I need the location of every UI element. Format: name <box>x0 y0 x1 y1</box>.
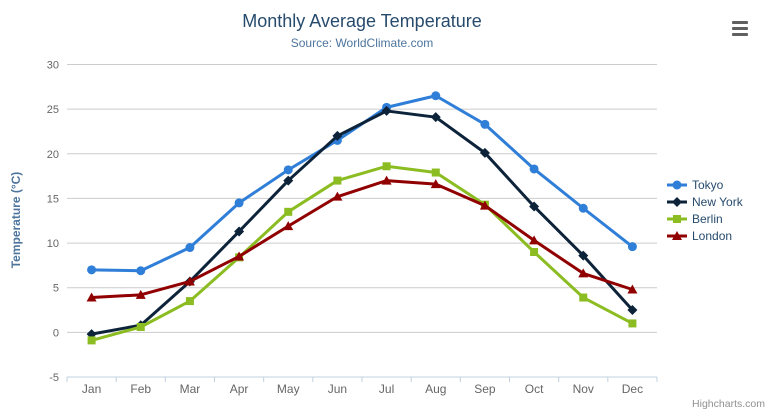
x-axis-label: Mar <box>180 382 201 396</box>
series-line <box>90 109 634 336</box>
legend-marker-icon <box>667 180 687 189</box>
point-marker[interactable] <box>333 176 342 185</box>
legend-marker-icon <box>667 196 687 207</box>
point-marker[interactable] <box>381 175 392 185</box>
legend-item-label: Berlin <box>692 211 723 226</box>
series-london[interactable] <box>86 175 638 302</box>
point-marker[interactable] <box>284 207 293 216</box>
export-menu-button[interactable] <box>731 20 749 37</box>
x-axis-label: Jan <box>82 382 101 396</box>
point-marker[interactable] <box>185 297 194 306</box>
x-axis-label: Dec <box>622 382 643 396</box>
x-axis-label: Sep <box>474 382 496 396</box>
legend: Tokyo New York Berlin London <box>666 176 743 244</box>
y-axis-label: 25 <box>47 104 59 116</box>
point-marker[interactable] <box>332 130 343 141</box>
y-axis-label: 20 <box>47 149 59 161</box>
point-marker[interactable] <box>479 147 490 158</box>
legend-item-new-york[interactable]: New York <box>666 193 743 210</box>
point-marker[interactable] <box>86 292 97 302</box>
point-marker[interactable] <box>627 242 637 252</box>
point-marker[interactable] <box>87 336 96 345</box>
point-marker[interactable] <box>283 165 293 175</box>
legend-item-london[interactable]: London <box>666 227 743 244</box>
series-line <box>90 179 634 300</box>
point-marker[interactable] <box>381 105 392 116</box>
point-marker[interactable] <box>184 276 195 286</box>
point-marker[interactable] <box>431 91 441 101</box>
legend-item-label: London <box>692 228 733 243</box>
series-line <box>90 164 634 342</box>
point-marker[interactable] <box>627 305 638 316</box>
series-tokyo[interactable] <box>87 91 637 276</box>
y-axis-label: -5 <box>49 372 59 384</box>
chart-title: Monthly Average Temperature <box>242 11 482 31</box>
credits-link[interactable]: Highcharts.com <box>692 398 765 410</box>
point-marker[interactable] <box>382 162 391 171</box>
series-new-york[interactable] <box>86 105 638 340</box>
legend-item-label: New York <box>692 194 743 209</box>
x-axis-label: Nov <box>573 382 594 396</box>
point-marker[interactable] <box>578 203 588 213</box>
point-marker[interactable] <box>136 323 145 331</box>
point-marker[interactable] <box>234 226 245 237</box>
x-axis-label: May <box>277 382 300 396</box>
legend-marker-icon <box>667 230 687 240</box>
point-marker[interactable] <box>627 284 638 294</box>
x-axis-label: Aug <box>425 382 446 396</box>
point-marker[interactable] <box>529 164 539 174</box>
point-marker[interactable] <box>283 221 294 231</box>
point-marker[interactable] <box>283 175 294 186</box>
point-marker[interactable] <box>479 200 490 210</box>
y-axis-label: 30 <box>47 60 59 72</box>
point-marker[interactable] <box>234 198 244 208</box>
y-axis-label: 5 <box>53 283 59 295</box>
point-marker[interactable] <box>185 243 195 253</box>
point-marker[interactable] <box>332 191 343 201</box>
point-marker[interactable] <box>529 201 540 212</box>
x-axis-label: Jun <box>328 382 347 396</box>
x-axis-label: Apr <box>230 382 249 396</box>
chart-subtitle: Source: WorldClimate.com <box>290 36 434 50</box>
point-marker[interactable] <box>529 235 540 245</box>
point-marker[interactable] <box>628 319 637 328</box>
point-marker[interactable] <box>234 251 245 261</box>
point-marker[interactable] <box>431 168 440 177</box>
point-marker[interactable] <box>578 250 589 261</box>
y-axis-label: 0 <box>53 327 59 339</box>
point-marker[interactable] <box>579 293 588 302</box>
point-marker[interactable] <box>136 266 146 276</box>
point-marker[interactable] <box>480 119 490 129</box>
point-marker[interactable] <box>430 179 441 189</box>
point-marker[interactable] <box>578 268 589 278</box>
legend-item-tokyo[interactable]: Tokyo <box>666 176 743 193</box>
x-axis-label: Feb <box>130 382 151 396</box>
point-marker[interactable] <box>430 112 441 123</box>
legend-marker-icon <box>667 214 687 223</box>
point-marker[interactable] <box>135 289 146 299</box>
legend-item-berlin[interactable]: Berlin <box>666 210 743 227</box>
y-axis-label: 15 <box>47 193 59 205</box>
x-axis-label: Oct <box>525 382 544 396</box>
point-marker[interactable] <box>87 265 97 275</box>
y-axis-label: 10 <box>47 238 59 250</box>
legend-item-label: Tokyo <box>692 177 724 192</box>
point-marker[interactable] <box>530 248 539 256</box>
x-axis-label: Jul <box>379 382 394 396</box>
